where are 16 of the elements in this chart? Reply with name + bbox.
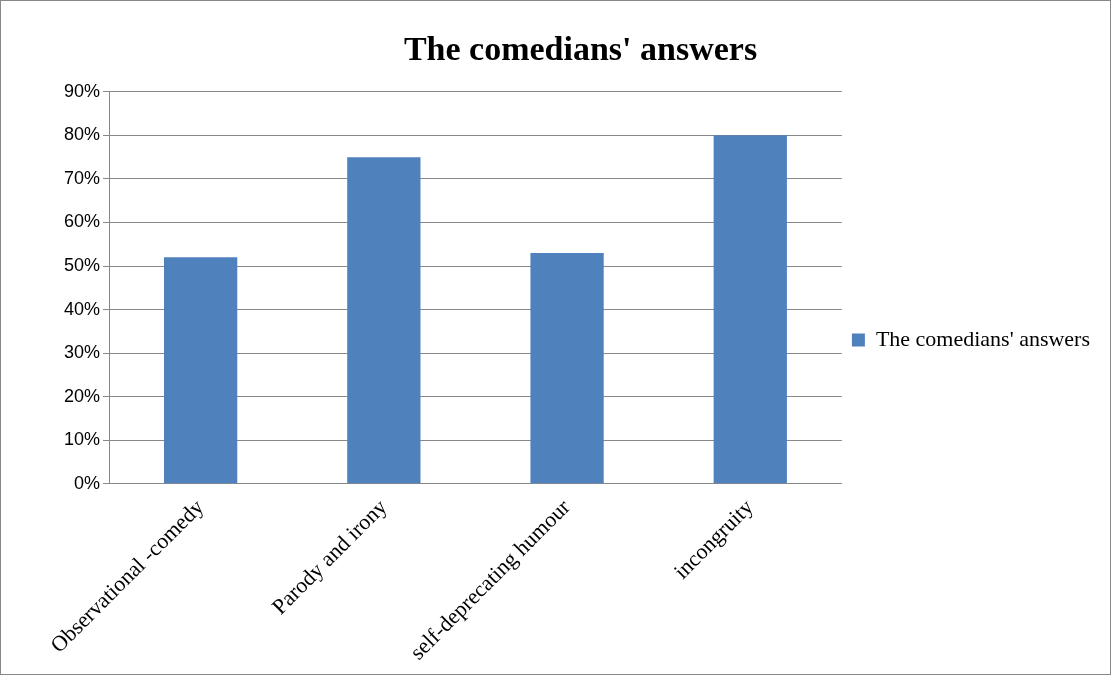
y-tick-label: 0% — [74, 472, 101, 493]
bar — [530, 252, 604, 484]
y-tick-label: 70% — [64, 167, 101, 188]
y-tick-label: 10% — [64, 429, 101, 450]
y-tick-label: 90% — [64, 80, 101, 101]
y-tick-label: 60% — [64, 211, 101, 232]
bar — [713, 135, 787, 484]
bar — [163, 257, 238, 484]
legend-label: The comedians' answers — [875, 325, 1091, 351]
y-tick-label: 80% — [64, 124, 101, 145]
y-tick-label: 40% — [64, 298, 101, 319]
bar — [347, 157, 421, 484]
y-tick-label: 30% — [64, 342, 101, 363]
y-tick-label: 50% — [64, 255, 101, 276]
chart-title: The comedians' answers — [403, 30, 758, 68]
y-tick-label: 20% — [64, 385, 101, 406]
